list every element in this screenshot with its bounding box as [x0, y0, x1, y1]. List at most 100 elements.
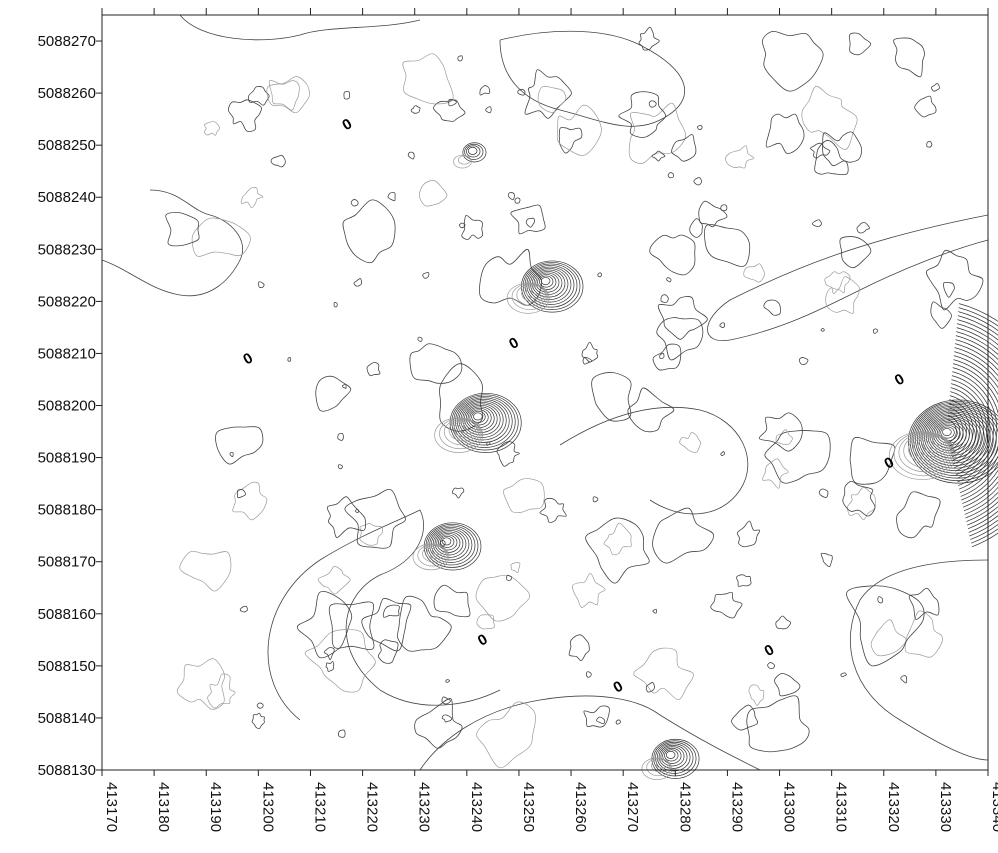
contour-line	[758, 412, 803, 452]
contour-line	[248, 85, 270, 106]
anomaly-ring	[662, 747, 682, 764]
contour-line	[774, 672, 801, 697]
contour-line	[720, 451, 725, 456]
contour-line	[775, 429, 793, 445]
contour-line	[229, 452, 234, 457]
contour-line	[268, 79, 300, 111]
contour-zero-label: 0	[881, 454, 897, 473]
anomaly-arc	[954, 347, 998, 508]
contour-zero-label: 0	[339, 115, 355, 134]
contour-line	[203, 121, 221, 136]
anomaly-ring	[422, 544, 447, 563]
contour-line	[763, 299, 781, 316]
anomaly-ring	[641, 757, 673, 780]
y-tick-label: 5088260	[38, 85, 96, 102]
contour-line	[232, 481, 268, 521]
anomaly-ring	[463, 420, 476, 431]
anomaly-ring	[533, 271, 563, 296]
contour-line	[304, 629, 376, 693]
anomaly-ring	[412, 543, 450, 571]
contour-line	[341, 383, 347, 389]
contour-line	[240, 187, 264, 209]
anomaly-arc	[949, 395, 977, 465]
contour-line	[353, 278, 363, 287]
anomaly-ring	[917, 434, 949, 458]
contour-line	[856, 222, 870, 234]
anomaly-arc	[956, 331, 998, 522]
contour-line	[820, 328, 825, 332]
anomaly-contours	[412, 142, 998, 780]
contour-line	[736, 520, 761, 548]
contour-line	[296, 591, 353, 659]
x-tick-label: 413170	[103, 782, 120, 832]
contour-line	[689, 218, 703, 238]
anomaly-ring	[434, 531, 464, 556]
contour-line	[719, 322, 726, 328]
anomaly-ring	[469, 409, 489, 426]
anomaly-ring	[434, 417, 483, 453]
anomaly-arc	[947, 419, 957, 443]
contour-line	[215, 426, 264, 465]
contour-line	[539, 497, 567, 523]
contour-line	[409, 343, 463, 384]
contour-line	[402, 53, 454, 105]
contour-line	[585, 517, 650, 584]
contour-line	[475, 574, 531, 622]
anomaly-ring	[453, 395, 516, 448]
anomaly-arc	[954, 351, 998, 504]
anomaly-arc	[951, 379, 991, 479]
y-tick-label: 5088170	[38, 554, 96, 571]
x-tick-label: 413340	[989, 782, 998, 832]
contour-line	[572, 572, 606, 608]
contour-line	[679, 432, 702, 453]
contour-line	[872, 328, 879, 334]
anomaly-ring	[940, 426, 955, 439]
contour-line	[417, 336, 423, 342]
contour-zero-label: 0	[892, 370, 908, 389]
anomaly-arc	[952, 371, 998, 486]
contour-line	[825, 276, 860, 314]
anomaly-ring	[427, 545, 446, 559]
contour-line	[317, 566, 351, 595]
contour-line	[476, 701, 536, 769]
contour-line	[811, 219, 822, 227]
contour-line	[761, 30, 824, 92]
contour-line	[328, 601, 375, 650]
contour-line	[191, 217, 251, 257]
anomaly-ring	[521, 284, 546, 303]
x-axis: 413170 413180 413190 413200 413210 413220 4132…	[101, 8, 998, 832]
contour-line	[592, 496, 599, 503]
contour-line	[914, 95, 937, 118]
contour-line	[342, 199, 396, 264]
anomaly-ring	[417, 544, 449, 567]
contour-line	[822, 131, 863, 167]
anomaly-ring	[453, 154, 472, 169]
contour-line	[597, 272, 603, 278]
contour-line	[433, 99, 466, 122]
anomaly-arc	[950, 387, 984, 472]
contour-line	[503, 478, 545, 514]
y-tick-label: 5088210	[38, 345, 96, 362]
contour-line	[445, 679, 451, 683]
contour-line	[439, 540, 446, 547]
contour-line	[931, 83, 940, 92]
contour-line	[666, 277, 672, 283]
contour-line	[814, 139, 849, 176]
contour-line	[101, 189, 243, 297]
contour-line	[228, 99, 262, 132]
anomaly-arc	[951, 383, 988, 476]
anomaly-ring	[932, 436, 945, 446]
contour-zero-label: 0	[506, 334, 522, 353]
contour-line	[165, 212, 200, 247]
contour-line	[382, 604, 400, 618]
contour-line	[343, 91, 350, 100]
x-tick-label: 413330	[937, 782, 954, 832]
contour-labels: 0 0 0 0 0 0 0 0	[240, 115, 907, 696]
contour-line	[559, 407, 749, 515]
anomaly-ring	[893, 431, 955, 477]
contour-line	[849, 32, 872, 56]
x-tick-label: 413290	[728, 782, 745, 832]
anomaly-ring	[438, 534, 458, 551]
anomaly-ring	[465, 406, 495, 431]
